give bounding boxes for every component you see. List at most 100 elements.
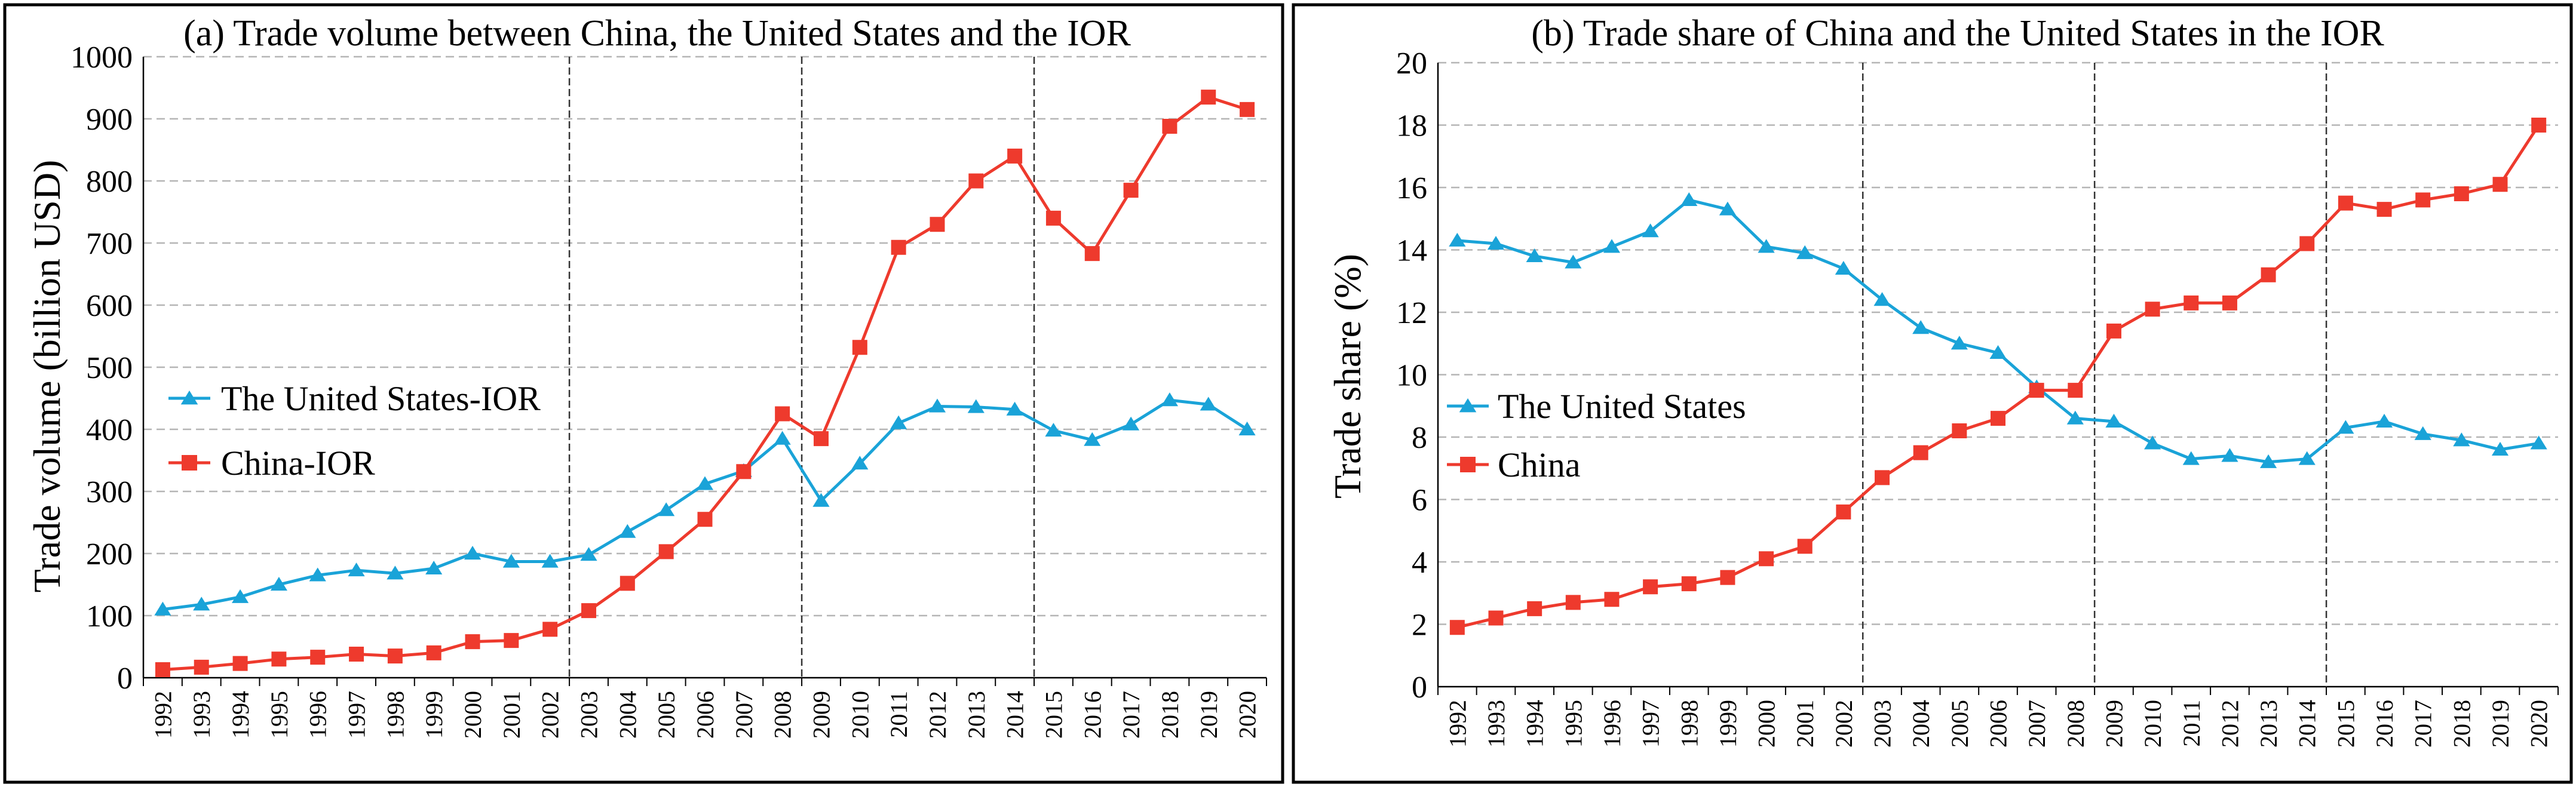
chart-a-xtick-label: 2019 bbox=[1195, 691, 1222, 739]
chart-b-ylabel: Trade share (%) bbox=[1326, 254, 1369, 499]
chart-b-xtick-label: 2009 bbox=[2100, 700, 2127, 748]
chart-b-point-1-1992 bbox=[1449, 620, 1465, 635]
chart-b-point-1-2014 bbox=[2299, 236, 2315, 251]
chart-a-point-1-1995 bbox=[271, 651, 287, 667]
chart-b-xtick-label: 2005 bbox=[1946, 700, 1973, 748]
chart-b-border bbox=[1292, 3, 2573, 784]
chart-b-point-0-2018 bbox=[2453, 432, 2470, 447]
chart-a-ytick-label: 300 bbox=[86, 475, 133, 509]
legend-a-label-0: The United States-IOR bbox=[221, 379, 541, 418]
legend-b-marker-1 bbox=[1460, 457, 1476, 472]
chart-b-point-1-2009 bbox=[2106, 323, 2121, 339]
chart-b-xtick-label: 1998 bbox=[1676, 700, 1703, 748]
chart-b-ytick-label: 2 bbox=[1412, 608, 1427, 642]
chart-a-point-1-2006 bbox=[697, 512, 713, 527]
chart-b-point-0-1995 bbox=[1565, 254, 1582, 269]
chart-b-point-1-2003 bbox=[1875, 470, 1890, 485]
chart-b-point-0-2002 bbox=[1835, 260, 1852, 275]
chart-a-xtick-label: 2005 bbox=[653, 691, 680, 739]
chart-b-point-0-2015 bbox=[2337, 420, 2354, 434]
chart-a-ytick-label: 700 bbox=[86, 227, 133, 261]
chart-b-point-1-2005 bbox=[1952, 423, 1967, 439]
chart-a-point-1-2016 bbox=[1084, 246, 1100, 262]
chart-b-xtick-label: 2007 bbox=[2023, 700, 2050, 748]
chart-b-point-1-2012 bbox=[2222, 295, 2237, 311]
chart-a-xtick-label: 2007 bbox=[731, 691, 758, 739]
trade-volume-chart: (a) Trade volume between China, the Unit… bbox=[3, 3, 1284, 784]
chart-b-ytick-label: 12 bbox=[1396, 296, 1427, 330]
chart-b-point-1-1996 bbox=[1604, 592, 1620, 607]
chart-b-point-0-2008 bbox=[2066, 410, 2084, 425]
chart-a-point-0-2008 bbox=[774, 431, 791, 445]
chart-b-point-1-2001 bbox=[1797, 539, 1813, 554]
chart-a-point-0-1996 bbox=[309, 567, 326, 582]
chart-b-point-0-2005 bbox=[1951, 336, 1968, 350]
chart-a-xtick-label: 2009 bbox=[808, 691, 835, 739]
chart-b-ytick-label: 0 bbox=[1412, 671, 1427, 705]
chart-b-xtick-label: 1997 bbox=[1637, 700, 1664, 748]
chart-b-xtick-label: 2019 bbox=[2487, 700, 2514, 748]
chart-b-point-1-2017 bbox=[2415, 192, 2431, 208]
chart-a-xtick-label: 1994 bbox=[227, 691, 254, 739]
chart-a-title: (a) Trade volume between China, the Unit… bbox=[183, 13, 1131, 54]
chart-a-xtick-label: 2001 bbox=[498, 691, 525, 739]
chart-a-ytick-label: 400 bbox=[86, 413, 133, 447]
legend-a-marker-1 bbox=[182, 455, 197, 471]
chart-b-point-0-2017 bbox=[2414, 426, 2431, 440]
chart-a-point-0-1997 bbox=[348, 562, 365, 577]
chart-a-point-1-2002 bbox=[542, 622, 558, 637]
chart-a-point-1-2013 bbox=[968, 173, 984, 189]
chart-a-point-1-2020 bbox=[1240, 102, 1255, 117]
chart-b-point-0-1996 bbox=[1603, 239, 1621, 253]
chart-b-title: (b) Trade share of China and the United … bbox=[1531, 13, 2384, 54]
chart-b-point-0-2011 bbox=[2182, 451, 2200, 465]
chart-b-ytick-label: 16 bbox=[1396, 171, 1427, 205]
chart-a-point-1-2004 bbox=[620, 576, 635, 591]
chart-b-xtick-label: 2000 bbox=[1753, 700, 1780, 748]
chart-b-xtick-label: 2012 bbox=[2216, 700, 2243, 748]
chart-panel-a: (a) Trade volume between China, the Unit… bbox=[0, 0, 1287, 787]
chart-b-point-0-2006 bbox=[1989, 345, 2007, 359]
chart-b-ytick-label: 4 bbox=[1412, 546, 1427, 580]
chart-b-xtick-label: 2015 bbox=[2332, 700, 2359, 748]
chart-b-xtick-label: 2003 bbox=[1869, 700, 1896, 748]
chart-a-point-1-2018 bbox=[1162, 118, 1177, 134]
chart-a-point-0-1998 bbox=[387, 565, 404, 580]
chart-a-xtick-label: 1999 bbox=[421, 691, 447, 739]
chart-b-point-0-2004 bbox=[1912, 320, 1930, 334]
legend-b-label-0: The United States bbox=[1498, 387, 1746, 426]
chart-b-xtick-label: 2006 bbox=[1985, 700, 2012, 748]
chart-b-point-1-1994 bbox=[1527, 601, 1542, 616]
legend-b-marker-0 bbox=[1459, 398, 1477, 413]
chart-b-xtick-label: 2001 bbox=[1792, 700, 1818, 748]
chart-a-xtick-label: 2008 bbox=[769, 691, 796, 739]
trade-share-chart: (b) Trade share of China and the United … bbox=[1292, 3, 2573, 784]
chart-b-ytick-label: 8 bbox=[1412, 421, 1427, 455]
chart-b-xtick-label: 2008 bbox=[2062, 700, 2089, 748]
chart-b-point-0-2016 bbox=[2375, 413, 2393, 428]
chart-a-ytick-label: 600 bbox=[86, 289, 133, 323]
chart-b-ytick-label: 10 bbox=[1396, 359, 1427, 393]
chart-b-point-1-2010 bbox=[2145, 302, 2160, 317]
chart-a-point-1-1993 bbox=[194, 659, 209, 675]
chart-a-point-1-2015 bbox=[1045, 210, 1061, 226]
chart-a-point-1-1999 bbox=[426, 645, 441, 660]
chart-b-point-1-2007 bbox=[2029, 383, 2044, 398]
chart-b-point-0-2010 bbox=[2144, 435, 2161, 450]
chart-a-xtick-label: 2020 bbox=[1234, 691, 1261, 739]
chart-a-point-1-2014 bbox=[1007, 148, 1023, 164]
chart-a-point-1-1998 bbox=[387, 648, 403, 664]
chart-a-border bbox=[3, 3, 1284, 784]
chart-a-xtick-label: 2016 bbox=[1079, 691, 1106, 739]
chart-a-point-1-2008 bbox=[775, 406, 790, 422]
chart-b-xtick-label: 2010 bbox=[2139, 700, 2166, 748]
chart-a-xtick-label: 2017 bbox=[1118, 691, 1145, 739]
chart-a-point-0-2015 bbox=[1045, 423, 1062, 437]
chart-a-xtick-label: 1995 bbox=[266, 691, 293, 739]
chart-a-ytick-label: 800 bbox=[86, 165, 133, 199]
chart-b-point-1-2020 bbox=[2531, 118, 2547, 133]
chart-b-point-0-2019 bbox=[2491, 441, 2509, 456]
chart-b-ytick-label: 14 bbox=[1396, 234, 1427, 268]
chart-b-xtick-label: 1994 bbox=[1522, 700, 1548, 748]
chart-a-xtick-label: 2015 bbox=[1040, 691, 1067, 739]
